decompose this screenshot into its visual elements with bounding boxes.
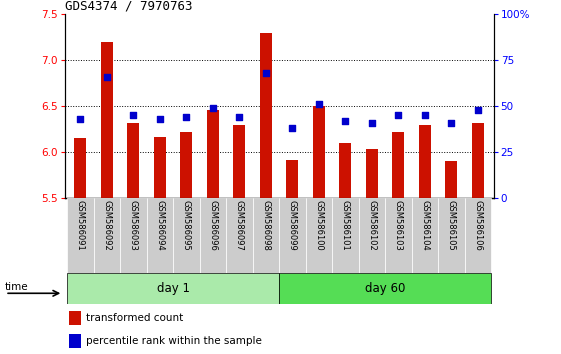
Point [235,114,244,120]
Point [394,113,403,118]
Bar [260,33,272,198]
Bar [127,123,139,198]
Bar [200,198,226,273]
Text: day 60: day 60 [365,282,405,295]
Point [103,74,112,80]
Bar [438,198,465,273]
Text: GSM586106: GSM586106 [473,200,482,251]
Text: GSM586104: GSM586104 [420,200,429,251]
Text: GSM586101: GSM586101 [341,200,350,251]
Text: GSM586098: GSM586098 [261,200,270,251]
Bar [465,198,491,273]
Point [76,116,85,122]
Point [341,118,350,124]
Point [420,113,429,118]
Point [447,120,456,126]
Text: GSM586097: GSM586097 [235,200,244,251]
Bar [94,198,120,273]
Text: GSM586099: GSM586099 [288,200,297,251]
Bar [226,198,252,273]
Bar [233,125,245,198]
Point [208,105,217,111]
Bar [286,160,298,198]
Bar [173,198,200,273]
Text: GSM586094: GSM586094 [155,200,164,251]
Point [473,107,482,113]
Text: GSM586103: GSM586103 [394,200,403,251]
Text: time: time [5,282,29,292]
Text: GDS4374 / 7970763: GDS4374 / 7970763 [65,0,192,13]
Text: GSM586091: GSM586091 [76,200,85,251]
Bar [332,198,358,273]
Text: transformed count: transformed count [86,313,183,323]
Text: day 1: day 1 [157,282,190,295]
Bar [120,198,146,273]
Text: GSM586092: GSM586092 [103,200,112,251]
Bar [69,312,81,325]
Bar [181,132,192,198]
Bar [146,198,173,273]
Point [155,116,164,122]
Point [314,102,323,107]
Bar [69,334,81,348]
Point [261,70,270,76]
Text: percentile rank within the sample: percentile rank within the sample [86,336,262,346]
Bar [67,273,279,304]
Text: GSM586093: GSM586093 [129,200,138,251]
Point [288,125,297,131]
Bar [392,132,404,198]
Bar [445,161,457,198]
Bar [279,273,491,304]
Point [129,113,138,118]
Bar [67,198,94,273]
Bar [366,149,378,198]
Bar [279,198,306,273]
Point [182,114,191,120]
Text: GSM586100: GSM586100 [314,200,323,251]
Bar [472,123,484,198]
Bar [207,110,219,198]
Text: GSM586096: GSM586096 [208,200,217,251]
Bar [339,143,351,198]
Point [367,120,376,126]
Bar [101,42,113,198]
Bar [385,198,412,273]
Bar [313,106,325,198]
Bar [154,137,166,198]
Bar [306,198,332,273]
Text: GSM586095: GSM586095 [182,200,191,251]
Text: GSM586102: GSM586102 [367,200,376,251]
Text: GSM586105: GSM586105 [447,200,456,251]
Bar [75,138,86,198]
Bar [252,198,279,273]
Bar [419,125,431,198]
Bar [358,198,385,273]
Bar [412,198,438,273]
